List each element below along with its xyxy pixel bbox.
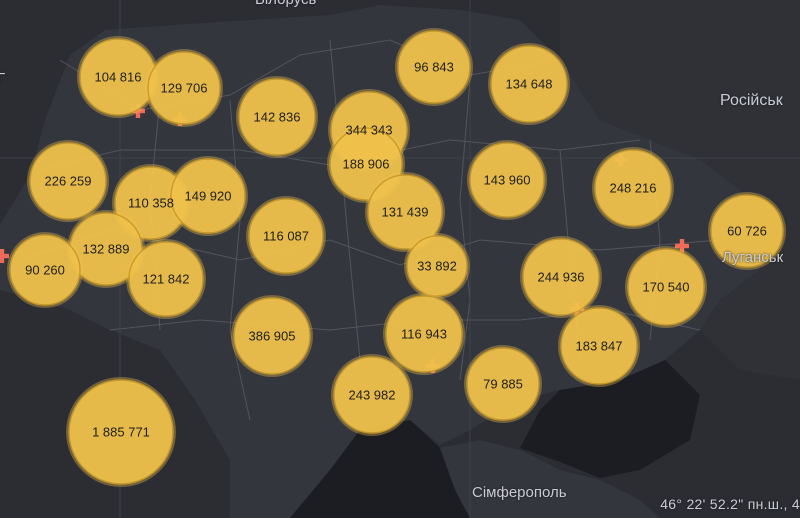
- cluster-bubble-chernihiv[interactable]: [397, 30, 471, 104]
- cluster-bubble-khmelnytskyi[interactable]: [170, 158, 246, 234]
- cluster-bubble-crimea-odesa[interactable]: [333, 356, 411, 434]
- cluster-bubble-total[interactable]: [68, 379, 174, 485]
- azov-sea: [520, 360, 700, 478]
- cluster-bubbles: [7, 28, 786, 487]
- coordinates-readout: 46° 22' 52.2" пн.ш., 4: [660, 496, 800, 512]
- cluster-bubble-rivne[interactable]: [147, 51, 221, 125]
- plus-icon[interactable]: [131, 104, 145, 118]
- plus-icon[interactable]: [675, 239, 689, 253]
- black-sea: [290, 420, 470, 518]
- cluster-bubble-luhansk[interactable]: [710, 194, 784, 268]
- cluster-bubble-zakarpattia[interactable]: [9, 234, 81, 306]
- top-map-label: Білорусь: [255, 0, 316, 8]
- region-border: [329, 39, 361, 361]
- cluster-bubble-odesa[interactable]: [233, 297, 311, 375]
- luhansk-label: Луганськ: [722, 249, 784, 266]
- left-map-label: Г: [0, 70, 6, 87]
- cluster-bubble-chernivtsi[interactable]: [128, 241, 204, 317]
- cluster-bubble-dnipro[interactable]: [522, 238, 600, 316]
- region-border: [229, 99, 251, 421]
- crimea-landmass: [440, 440, 660, 518]
- plus-icon[interactable]: [0, 249, 9, 263]
- cluster-bubble-lviv[interactable]: [29, 142, 107, 220]
- russia-landmass: [560, 0, 800, 380]
- cluster-bubble-donetsk[interactable]: [627, 248, 705, 326]
- russia-label: Російськ: [720, 92, 783, 109]
- sea-layer: [290, 360, 700, 518]
- cluster-bubble-sumy[interactable]: [490, 45, 568, 123]
- cluster-bubble-mykolaiv[interactable]: [385, 295, 463, 373]
- cluster-bubble-volyn[interactable]: [79, 38, 157, 116]
- cluster-bubble-zhytomyr[interactable]: [238, 78, 316, 156]
- cluster-bubble-vinnytsia[interactable]: [248, 198, 324, 274]
- cluster-bubble-poltava[interactable]: [469, 142, 545, 218]
- cluster-bubble-kherson[interactable]: [466, 347, 540, 421]
- cluster-bubble-kirovohrad[interactable]: [406, 235, 468, 297]
- region-border: [459, 79, 471, 381]
- ukraine-landmass: [0, 5, 765, 518]
- cluster-bubble-kharkiv[interactable]: [594, 149, 672, 227]
- simferopol-label: Сімферополь: [472, 484, 567, 501]
- cluster-bubble-cherkasy[interactable]: [367, 174, 443, 250]
- cluster-bubble-zaporizhzhia[interactable]: [560, 307, 638, 385]
